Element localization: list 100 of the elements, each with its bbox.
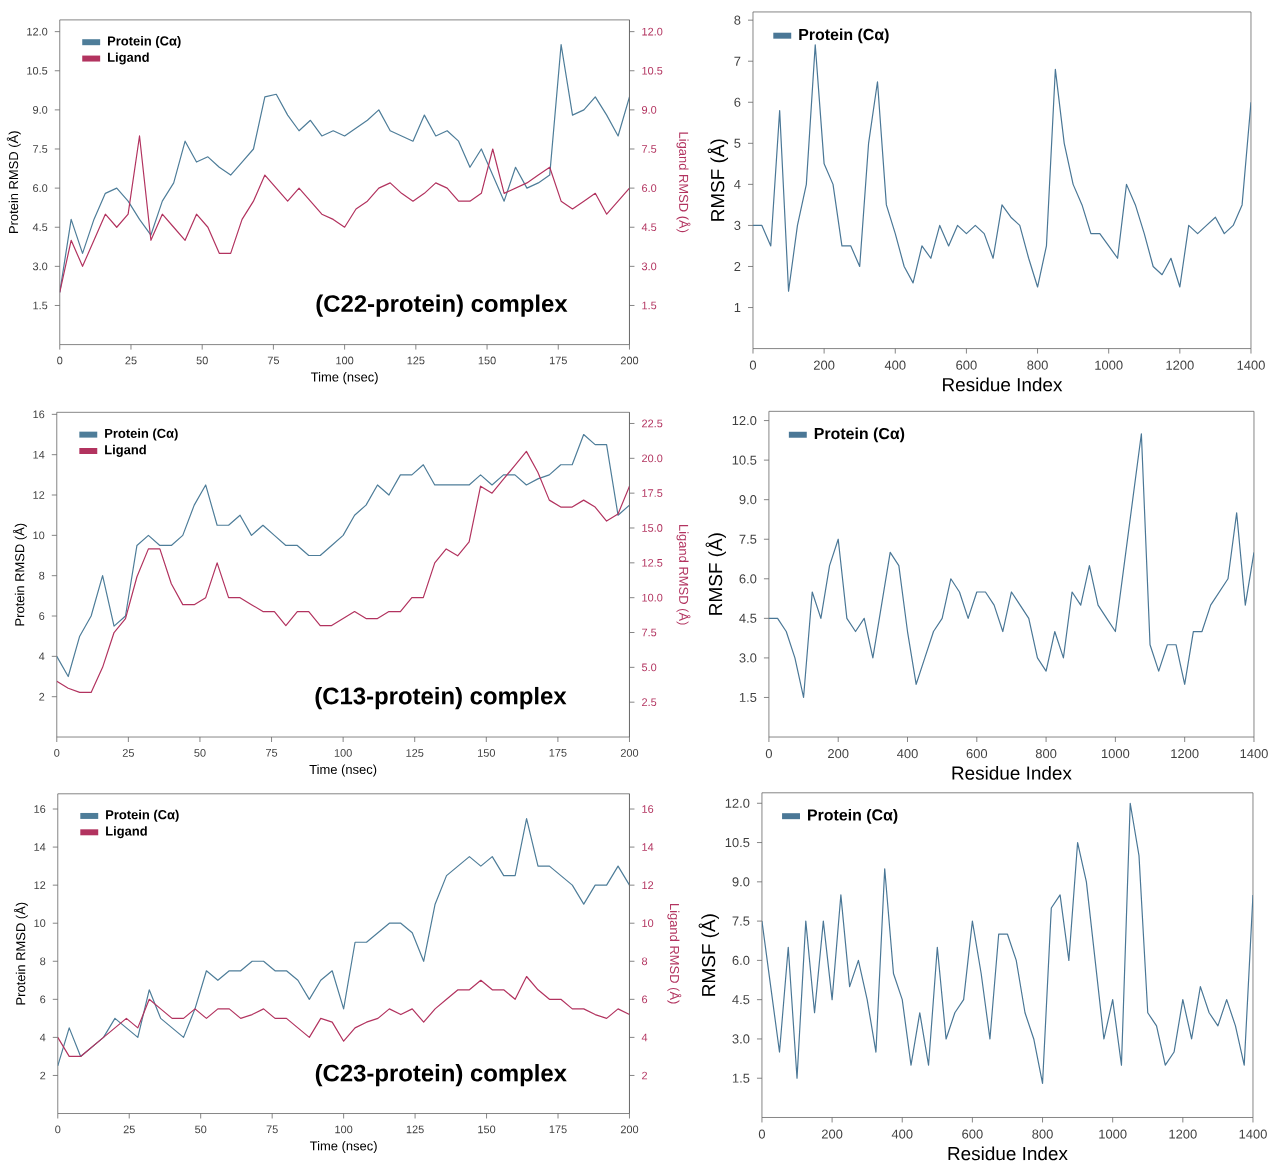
x-tick-label: 25 <box>123 1125 135 1134</box>
y2-axis-title: Ligand RMSD (Å) <box>667 904 682 1004</box>
x-axis-title: Residue Index <box>948 1146 1068 1161</box>
x-tick-label: 600 <box>962 1129 983 1139</box>
x-tick-label: 125 <box>406 1125 424 1134</box>
x-tick-label: 175 <box>549 749 567 757</box>
y2-tick-label: 9.0 <box>641 106 657 114</box>
x-tick-label: 600 <box>956 360 977 370</box>
y-tick-label: 10 <box>34 919 46 928</box>
y2-tick-label: 15.0 <box>642 524 663 532</box>
y-tick-label: 10.5 <box>27 66 48 75</box>
y2-tick-label: 10.0 <box>642 593 663 602</box>
x-axis-title: Residue Index <box>952 765 1072 780</box>
y-tick-label: 6.0 <box>732 955 750 965</box>
y-tick-label: 16 <box>33 410 45 419</box>
y-tick-label: 12 <box>33 491 45 499</box>
x-tick-label: 0 <box>54 749 60 757</box>
legend-label: Ligand <box>108 52 149 65</box>
x-tick-label: 200 <box>620 749 639 757</box>
legend-label: Ligand <box>106 826 147 839</box>
x-tick-label: 800 <box>1027 360 1048 370</box>
annotation: (C23-protein) complex <box>315 1064 567 1087</box>
legend-label: Protein (Cα) <box>814 427 905 443</box>
x-axis-title: Time (nsec) <box>310 372 378 385</box>
x-tick-label: 800 <box>1035 749 1057 759</box>
y-tick-label: 10.5 <box>725 838 750 848</box>
x-axis-title: Residue Index <box>943 377 1063 392</box>
y-tick-label: 6 <box>40 995 46 1004</box>
annotation: (C22-protein) complex <box>316 294 568 317</box>
x-tick-label: 25 <box>125 356 137 365</box>
y-tick-label: 10.5 <box>732 455 757 465</box>
y2-tick-label: 5.0 <box>641 663 657 672</box>
y-axis-title: RMSF (Å) <box>698 914 720 996</box>
x-tick-label: 25 <box>122 749 134 757</box>
y-axis-title: RMSF (Å) <box>707 139 729 221</box>
y2-axis-title: Ligand RMSD (Å) <box>676 132 691 233</box>
x-tick-label: 1000 <box>1095 360 1123 370</box>
y-tick-label: 3 <box>734 220 741 231</box>
y-tick-label: 12.0 <box>725 798 750 808</box>
y-tick-label: 4.5 <box>732 995 750 1005</box>
x-tick-label: 800 <box>1032 1129 1053 1139</box>
x-tick-label: 1200 <box>1169 1129 1197 1139</box>
x-tick-label: 75 <box>267 356 280 365</box>
y2-tick-label: 10 <box>642 919 654 928</box>
y2-tick-label: 4 <box>641 1033 648 1042</box>
y2-tick-label: 14 <box>642 843 654 851</box>
y2-tick-label: 12.5 <box>642 558 663 567</box>
x-tick-label: 600 <box>966 749 988 759</box>
x-tick-label: 400 <box>891 1129 913 1139</box>
x-tick-label: 1400 <box>1237 360 1265 370</box>
y-tick-label: 1.5 <box>732 1073 750 1083</box>
y-tick-label: 7 <box>734 56 741 66</box>
y2-tick-label: 8 <box>641 957 648 966</box>
y-tick-label: 6 <box>39 612 45 620</box>
x-tick-label: 200 <box>821 1129 843 1139</box>
y2-tick-label: 2 <box>642 1071 648 1080</box>
x-tick-label: 150 <box>478 1125 496 1134</box>
y-tick-label: 7.5 <box>732 916 750 926</box>
y-tick-label: 2 <box>39 692 45 701</box>
y-tick-label: 7.5 <box>33 145 48 153</box>
y-tick-label: 8 <box>40 957 46 966</box>
y2-tick-label: 10.5 <box>642 66 663 75</box>
x-axis-title: Time (nsec) <box>309 1141 377 1154</box>
legend-label: Protein (Cα) <box>799 28 889 44</box>
x-tick-label: 1400 <box>1239 1129 1267 1139</box>
y-tick-label: 1 <box>734 303 741 313</box>
y-tick-label: 12.0 <box>732 416 757 426</box>
x-tick-label: 150 <box>478 749 495 757</box>
x-tick-label: 175 <box>549 1125 567 1134</box>
x-tick-label: 125 <box>406 749 424 757</box>
y2-tick-label: 6 <box>642 995 648 1004</box>
x-tick-label: 200 <box>813 360 835 370</box>
y-tick-label: 12 <box>34 881 46 889</box>
y-tick-label: 7.5 <box>739 534 757 544</box>
y-tick-label: 2 <box>734 262 741 272</box>
y-tick-label: 10 <box>33 531 45 540</box>
line-series <box>761 802 1253 1085</box>
y2-axis-title: Ligand RMSD (Å) <box>676 525 691 625</box>
y-tick-label: 9.0 <box>33 106 48 114</box>
x-tick-label: 200 <box>828 749 849 759</box>
y-tick-label: 6.0 <box>739 574 757 584</box>
y-tick-label: 9.0 <box>732 877 750 887</box>
y-tick-label: 3.0 <box>732 1034 750 1044</box>
y2-tick-label: 17.5 <box>642 489 663 497</box>
y2-tick-label: 2.5 <box>642 698 657 707</box>
y2-tick-label: 4.5 <box>641 223 657 232</box>
x-tick-label: 0 <box>758 1129 766 1139</box>
y-tick-label: 4 <box>38 652 45 661</box>
y2-tick-label: 12 <box>642 881 654 889</box>
x-tick-label: 50 <box>195 1125 207 1134</box>
line-series <box>752 44 1251 292</box>
x-tick-label: 150 <box>478 356 496 365</box>
y-tick-label: 5 <box>734 138 741 148</box>
y-tick-label: 3.0 <box>32 262 48 271</box>
y-tick-label: 16 <box>34 805 46 813</box>
x-tick-label: 1200 <box>1171 749 1199 759</box>
annotation: (C13-protein) complex <box>315 686 567 710</box>
legend-label: Protein (Cα) <box>108 36 181 49</box>
y-tick-label: 2 <box>40 1071 46 1080</box>
x-tick-label: 200 <box>620 356 639 365</box>
